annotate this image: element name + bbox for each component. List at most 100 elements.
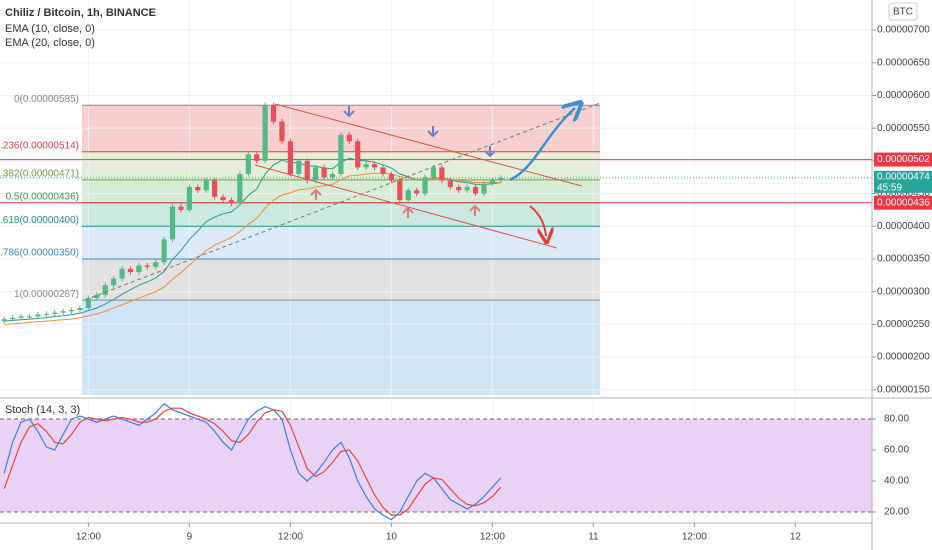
candle-body (136, 265, 142, 273)
y-tick-label: 40.00 (884, 476, 909, 487)
candle-body (481, 183, 487, 194)
y-tick-label: 0.00000600 (877, 90, 930, 101)
candle-body (52, 312, 58, 314)
fib-zone (82, 179, 600, 203)
fib-label: 0.382(0.00000471) (0, 168, 79, 179)
candle-body (195, 187, 201, 191)
currency-button[interactable] (888, 2, 918, 21)
candle-body (144, 265, 150, 267)
candle-body (220, 196, 226, 201)
y-tick-label: 0.00000150 (877, 384, 930, 395)
y-tick-label: 0.00000700 (877, 25, 930, 36)
x-tick-label: 12 (790, 532, 802, 543)
main-pane: 0(0.00000585) 0.236(0.00000514) 0.382(0.00… (0, 0, 872, 395)
candle-body (186, 187, 192, 210)
fib-zone (82, 300, 600, 395)
candle-body (346, 134, 352, 142)
candle-body (270, 105, 277, 122)
candle-body (447, 180, 453, 188)
candle-body (439, 167, 445, 181)
price-tag-label: 0.00000436 (877, 197, 930, 208)
candle-body (414, 190, 420, 194)
candle-body (304, 160, 310, 181)
candle-body (262, 105, 268, 161)
up-arrow (402, 206, 414, 218)
candle-body (371, 164, 378, 168)
y-tick-label: 0.00000250 (877, 319, 930, 330)
candle-body (287, 141, 293, 174)
up-arrow (310, 188, 322, 200)
stoch-band (0, 419, 872, 513)
fib-label: 0.5(0.00000436) (6, 191, 79, 202)
stoch-line (3, 407, 502, 516)
candle-body (321, 167, 327, 178)
fib-label: 0.236(0.00000514) (0, 140, 79, 151)
candle-body (296, 160, 302, 174)
x-tick-label: 10 (386, 532, 398, 543)
y-tick-label: 0.00000550 (877, 123, 930, 134)
x-tick-label: 9 (187, 532, 193, 543)
fib-label: 1(0.00000287) (14, 289, 79, 300)
fib-label: 0.786(0.00000350) (0, 248, 79, 259)
fib-label: 0(0.00000585) (14, 94, 79, 105)
candle-body (498, 177, 504, 181)
candle-body (397, 180, 403, 201)
candle-body (77, 308, 83, 310)
candle-body (388, 173, 394, 181)
channel-line (274, 103, 583, 187)
up-arrow (469, 204, 481, 216)
fib-zone (82, 226, 600, 259)
fib-label: 0.618(0.00000400) (0, 215, 79, 226)
y-tick-label: 80.00 (884, 414, 909, 425)
last-price-label: 0.00000474 (877, 172, 930, 183)
candle-body (254, 154, 260, 161)
candle-body (153, 262, 159, 267)
y-tick-label: 0.00000350 (877, 254, 930, 265)
currency-label: BTC (893, 7, 913, 18)
y-tick-label: 0.00000450 (877, 188, 930, 199)
forecast-down (529, 205, 546, 236)
candle-body (228, 200, 235, 204)
candle-body (178, 206, 184, 210)
candle-body (26, 316, 33, 318)
ema-line (4, 172, 501, 325)
candle-body (489, 180, 495, 184)
candle-body (355, 141, 361, 168)
ema-line (4, 157, 501, 322)
down-arrow (484, 146, 496, 158)
candle-body (102, 285, 108, 295)
fib-zone (82, 202, 600, 227)
price-tag (874, 195, 932, 210)
candle-body (363, 164, 369, 168)
channel-line (254, 164, 558, 249)
candle-body (68, 309, 75, 312)
candle-body (422, 177, 428, 194)
candle-body (279, 121, 285, 142)
last-price-tag (874, 170, 932, 193)
candle-body (338, 134, 344, 174)
x-tick-label: 12:00 (76, 532, 101, 543)
candle-body (1, 319, 7, 322)
price-tag-label: 0.00000502 (877, 154, 930, 165)
y-tick-label: 0.00000400 (877, 221, 930, 232)
x-tick-label: 12:00 (278, 532, 303, 543)
y-tick-label: 20.00 (884, 507, 909, 518)
y-tick-label: 0.00000300 (877, 286, 930, 297)
countdown: 45:59 (877, 183, 902, 194)
candle-body (313, 167, 319, 181)
candle-body (245, 154, 251, 174)
candle-body (35, 314, 41, 317)
y-tick-label: 0.00000650 (877, 57, 930, 68)
x-tick-label: 12:00 (480, 532, 505, 543)
candle-body (212, 180, 218, 197)
candle-body (60, 311, 66, 313)
candle-body (169, 206, 176, 240)
x-tick-label: 12:00 (682, 532, 707, 543)
x-tick-label: 11 (588, 532, 599, 543)
pane-title: Stoch (14, 3, 3) (5, 404, 80, 416)
price-tag (874, 152, 932, 167)
candle-body (405, 190, 411, 201)
candle-body (43, 313, 49, 315)
y-tick-label: 60.00 (884, 445, 909, 456)
